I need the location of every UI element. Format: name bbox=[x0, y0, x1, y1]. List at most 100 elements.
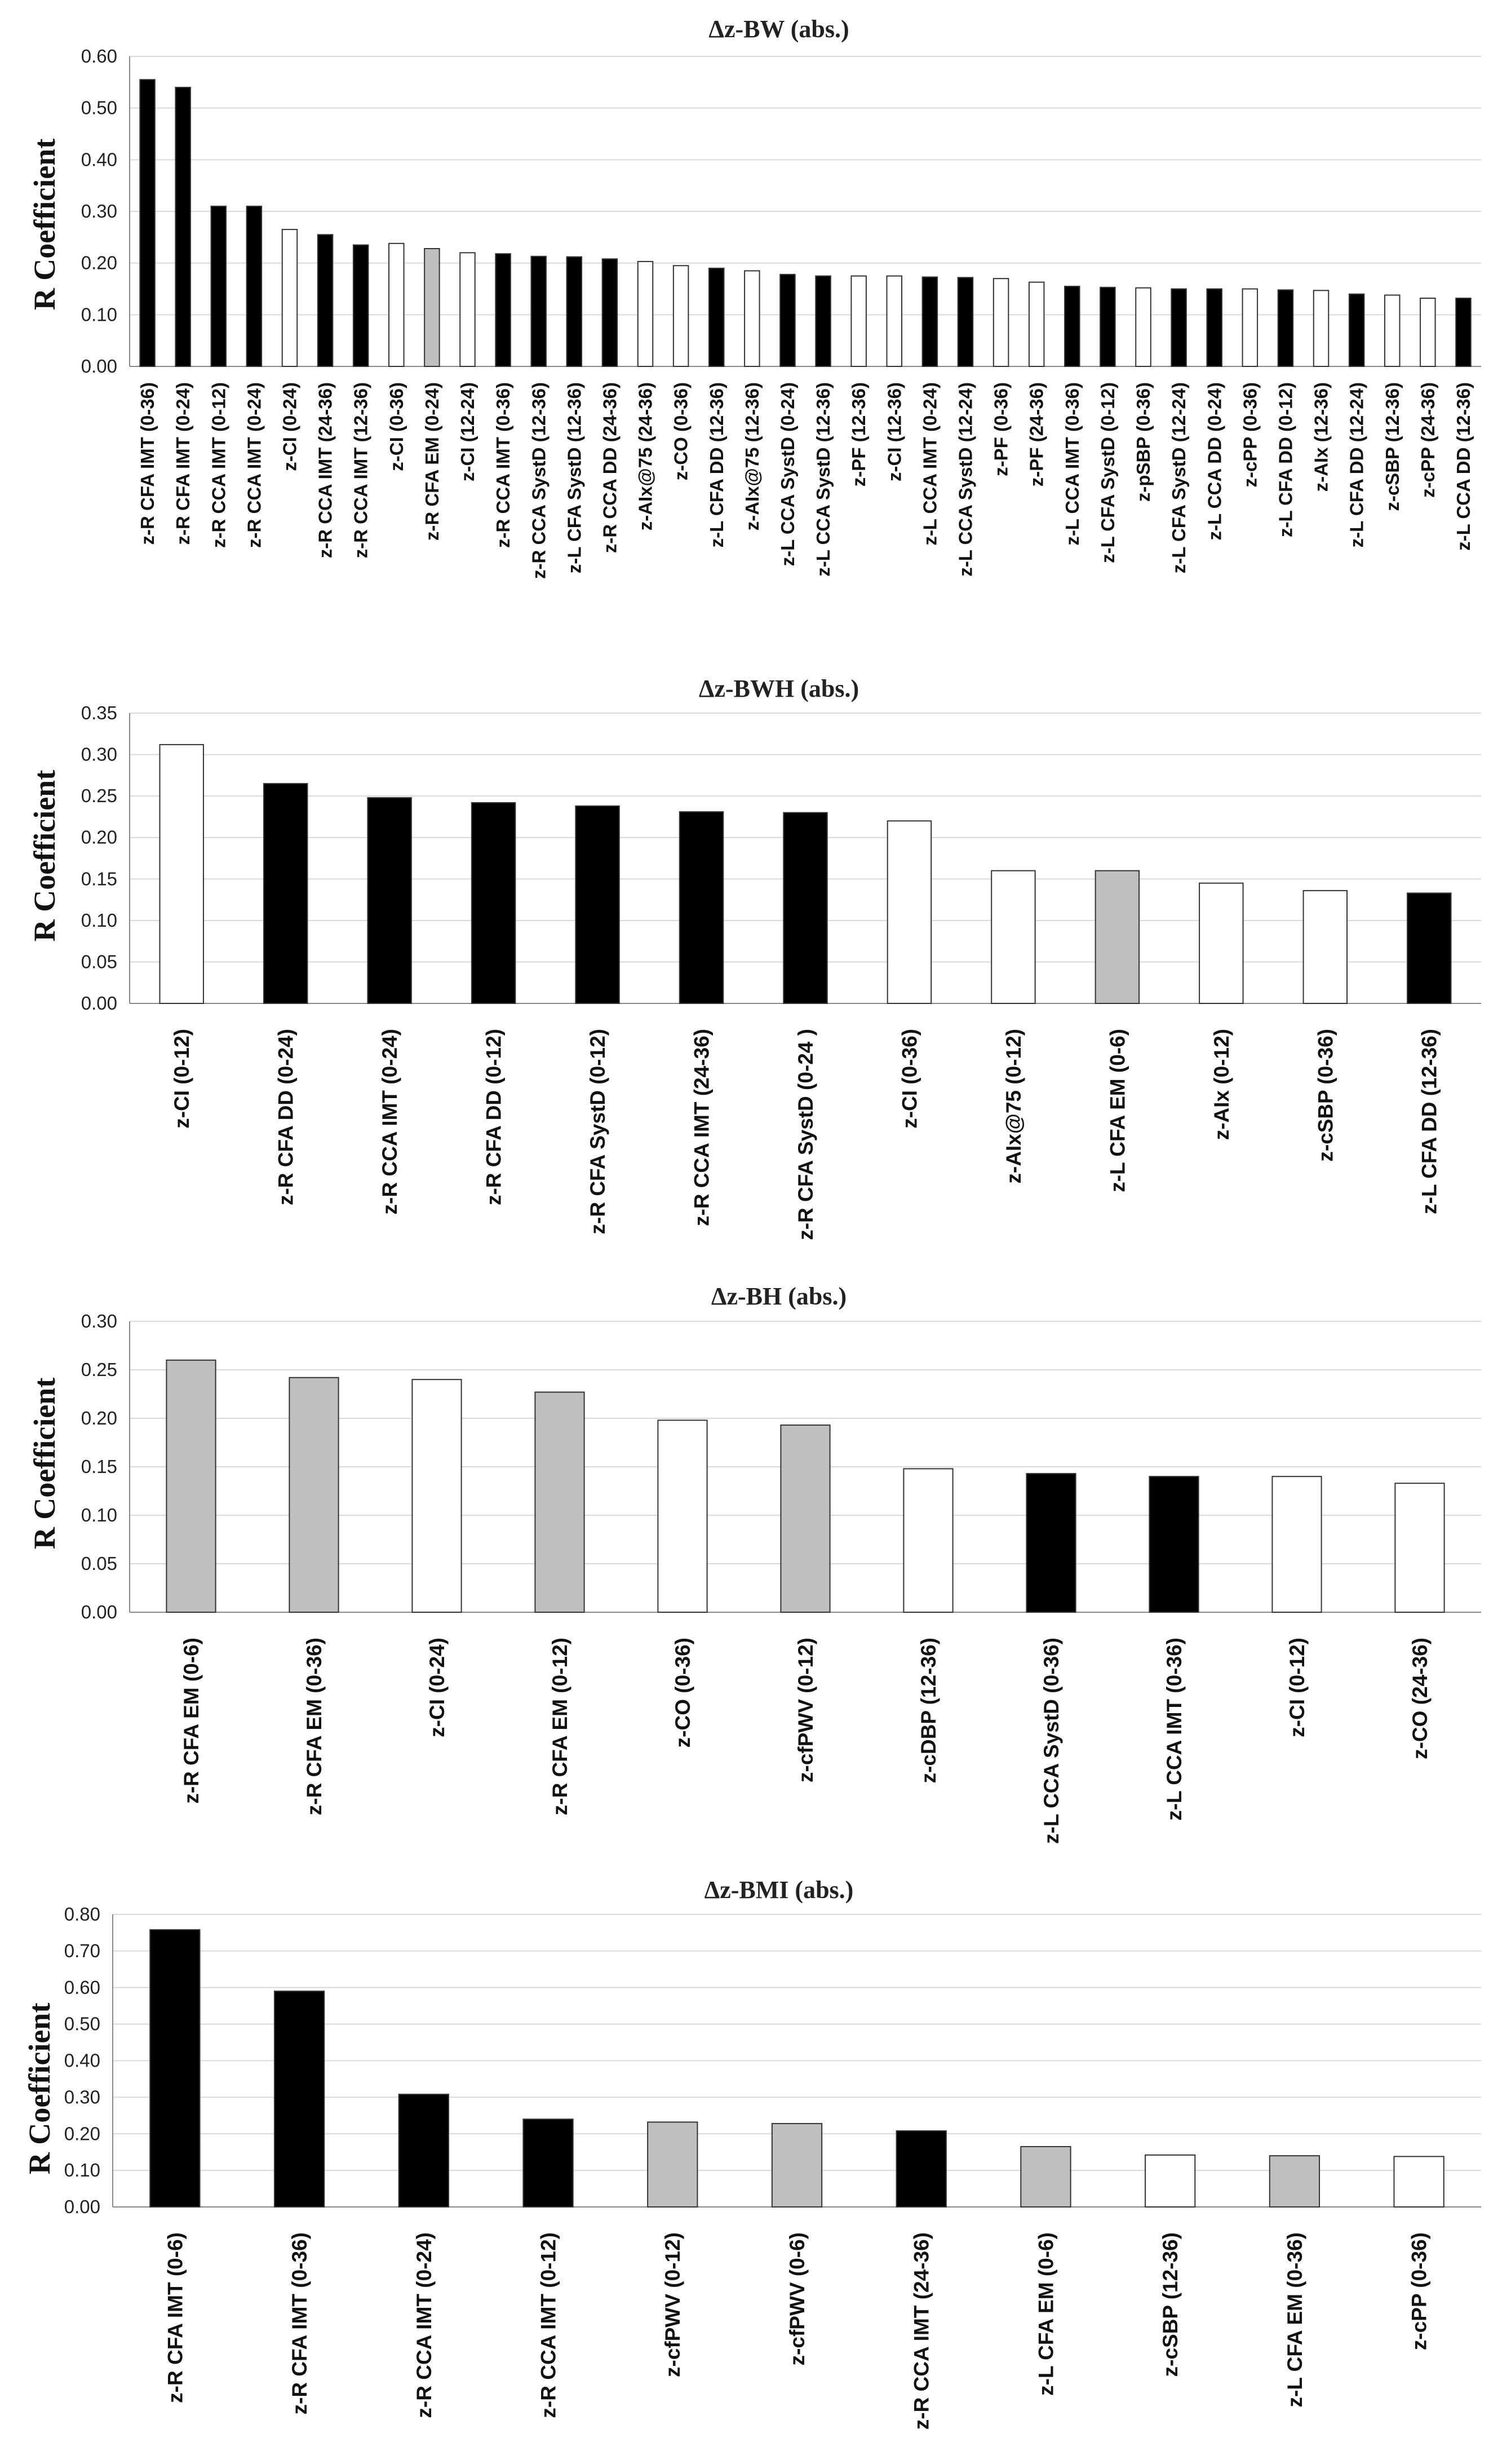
bmi-y-tick-label: 0.60 bbox=[64, 1977, 100, 1998]
bw-category-label: z-R CCA DD (24-36) bbox=[599, 382, 620, 553]
bw-bar bbox=[708, 267, 725, 368]
bmi-y-tick-label: 0.00 bbox=[64, 2196, 100, 2217]
bh-category-label: z-cDBP (12-36) bbox=[917, 1638, 940, 1783]
bw-category-label: z-L CCA IMT (0-36) bbox=[1062, 382, 1083, 546]
bmi-bar bbox=[647, 2121, 698, 2208]
bw-category-label: z-CI (0-36) bbox=[386, 382, 407, 471]
bh-category-label: z-L CCA SystD (0-36) bbox=[1040, 1638, 1063, 1844]
bh-category-label: z-L CCA IMT (0-36) bbox=[1163, 1638, 1186, 1821]
bh-bar bbox=[903, 1468, 954, 1613]
bw-category-label: z-L CCA SystD (12-24) bbox=[955, 382, 976, 577]
bw-bar bbox=[424, 248, 440, 367]
bwh-bar bbox=[263, 783, 308, 1004]
bwh-y-tick-label: 0.10 bbox=[81, 910, 117, 931]
bw-bar bbox=[1242, 288, 1259, 367]
bw-bar bbox=[1313, 290, 1330, 367]
bmi-y-tick-label: 0.40 bbox=[64, 2050, 100, 2071]
bw-category-label: z-CI (0-24) bbox=[280, 382, 300, 471]
bmi-category-label: z-L CFA EM (0-6) bbox=[1034, 2232, 1057, 2396]
bw-category-label: z-L CFA SystD (12-36) bbox=[564, 382, 584, 573]
bw-category-label: z-cPP (24-36) bbox=[1417, 382, 1438, 498]
bmi-bar bbox=[1145, 2154, 1196, 2208]
bmi-category-label: z-R CCA IMT (0-12) bbox=[537, 2232, 560, 2418]
bwh-bar bbox=[1199, 882, 1244, 1004]
bw-y-axis-label: R Coefficient bbox=[28, 139, 61, 310]
bw-bar bbox=[1064, 285, 1080, 367]
bw-bar bbox=[1171, 288, 1187, 367]
bw-bar bbox=[281, 229, 298, 368]
bw-category-label: z-L CCA DD (12-36) bbox=[1453, 382, 1474, 551]
bw-chart-panel: Δz-BW (abs.) R Coefficient 0.00 0.10 0.20 0… bbox=[28, 15, 1481, 579]
bmi-y-tick-label: 0.80 bbox=[64, 1904, 100, 1925]
bwh-category-label: z-CI (0-36) bbox=[898, 1029, 921, 1129]
bw-bar bbox=[495, 253, 511, 367]
bh-bar bbox=[1394, 1483, 1445, 1613]
bh-category-label: z-R CFA EM (0-12) bbox=[548, 1638, 571, 1815]
bw-category-label: z-R CFA EM (0-24) bbox=[422, 382, 442, 541]
bh-y-tick-label: 0.10 bbox=[81, 1505, 117, 1525]
bw-bar bbox=[779, 273, 796, 368]
bh-bar bbox=[657, 1419, 708, 1613]
bw-bar bbox=[566, 256, 583, 367]
bw-category-label: z-cPP (0-36) bbox=[1239, 382, 1260, 487]
bw-bar bbox=[1348, 293, 1365, 368]
bmi-bar bbox=[273, 1990, 325, 2208]
bw-bar bbox=[1206, 288, 1222, 367]
bwh-bar bbox=[159, 744, 204, 1005]
bw-category-label: z-CI (12-24) bbox=[457, 382, 478, 481]
bwh-y-tick-label: 0.15 bbox=[81, 868, 117, 889]
bw-y-tick-label: 0.60 bbox=[81, 46, 117, 67]
bwh-bar bbox=[679, 811, 724, 1004]
bw-bar bbox=[637, 260, 654, 367]
bw-category-label: z-R CCA SystD (12-36) bbox=[528, 382, 549, 579]
bw-category-label: z-PF (24-36) bbox=[1026, 382, 1047, 486]
bh-y-axis-label: R Coefficient bbox=[28, 1378, 61, 1549]
bwh-category-label: z-L CFA EM (0-6) bbox=[1106, 1029, 1129, 1192]
bmi-y-tick-label: 0.50 bbox=[64, 2014, 100, 2034]
bw-category-label: z-AIx@75 (24-36) bbox=[635, 382, 656, 530]
bh-bar bbox=[534, 1391, 585, 1613]
bw-bar bbox=[1277, 289, 1294, 367]
bmi-y-axis-label: R Coefficient bbox=[23, 2003, 56, 2174]
bw-bar bbox=[957, 277, 974, 368]
bwh-bar bbox=[367, 797, 412, 1004]
bw-category-label: z-L CFA SystD (12-24) bbox=[1168, 382, 1189, 573]
bwh-category-label: z-cSBP (0-36) bbox=[1314, 1029, 1337, 1162]
bw-category-label: z-L CFA DD (12-36) bbox=[706, 382, 727, 547]
bwh-category-label: z-L CFA DD (12-36) bbox=[1418, 1029, 1441, 1214]
bwh-bar bbox=[575, 805, 620, 1005]
bw-y-tick-label: 0.40 bbox=[81, 149, 117, 170]
bw-y-tick-label: 0.50 bbox=[81, 98, 117, 118]
bh-chart-panel: Δz-BH (abs.) R Coefficient 0.00 0.05 0.10 0… bbox=[28, 1282, 1481, 1844]
bw-category-label: z-L CFA DD (0-12) bbox=[1275, 382, 1296, 537]
bw-y-tick-label: 0.10 bbox=[81, 304, 117, 325]
bh-category-label: z-CO (0-36) bbox=[671, 1638, 694, 1748]
bwh-bar bbox=[471, 802, 516, 1005]
bwh-bar bbox=[991, 870, 1036, 1004]
bw-bar bbox=[1028, 281, 1045, 368]
bw-category-label: z-R CCA IMT (0-36) bbox=[493, 382, 513, 548]
bmi-y-tick-label: 0.20 bbox=[64, 2123, 100, 2144]
bw-bar bbox=[139, 79, 156, 367]
bmi-category-label: z-cfPWV (0-6) bbox=[786, 2232, 809, 2365]
bwh-category-label: z-AIx@75 (0-12) bbox=[1002, 1029, 1025, 1184]
bw-bar bbox=[1384, 294, 1401, 367]
bmi-y-tick-label: 0.30 bbox=[64, 2086, 100, 2107]
bh-bar bbox=[780, 1425, 831, 1613]
bh-category-label: z-cfPWV (0-12) bbox=[794, 1638, 817, 1782]
bh-bar bbox=[166, 1359, 216, 1613]
bwh-bar bbox=[783, 812, 828, 1004]
bh-bar bbox=[1271, 1476, 1322, 1613]
bw-category-label: z-PF (0-36) bbox=[991, 382, 1012, 476]
bw-bar bbox=[601, 258, 618, 368]
bmi-bar bbox=[398, 2094, 449, 2208]
bw-chart-title: Δz-BW (abs.) bbox=[708, 15, 849, 43]
bw-category-label: z-R CCA IMT (0-12) bbox=[208, 382, 229, 548]
bmi-bar bbox=[1393, 2156, 1444, 2208]
bmi-bar bbox=[1020, 2146, 1071, 2208]
bwh-y-tick-label: 0.05 bbox=[81, 951, 117, 972]
bw-bar bbox=[921, 276, 938, 367]
bh-y-tick-label: 0.25 bbox=[81, 1359, 117, 1380]
bw-category-label: z-L CFA DD (12-24) bbox=[1346, 382, 1367, 547]
